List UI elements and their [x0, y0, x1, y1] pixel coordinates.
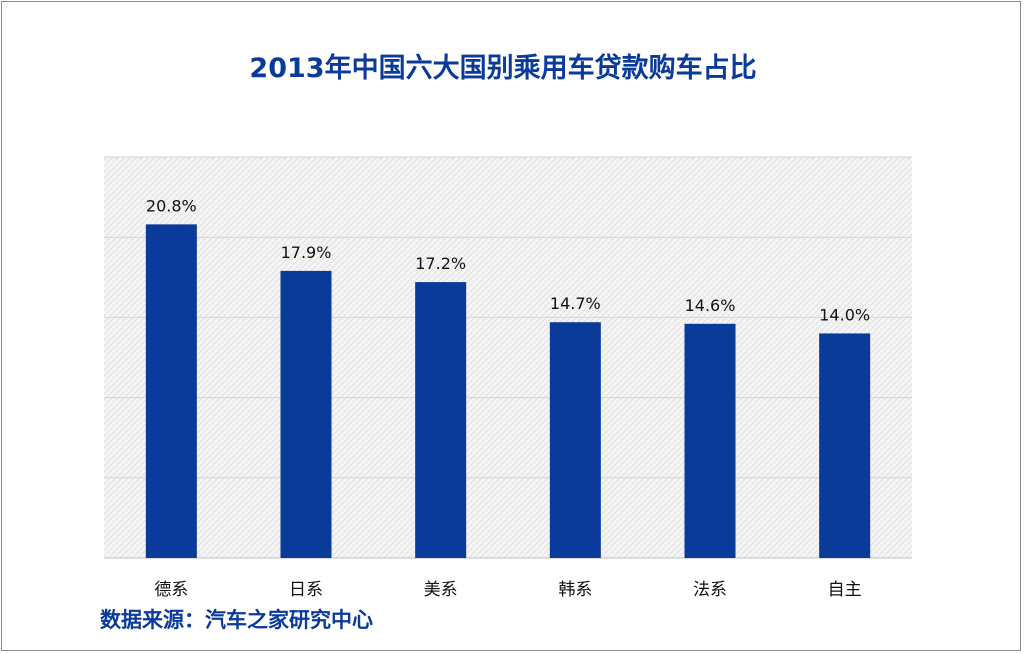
- bar-2: [415, 282, 467, 558]
- bar-1: [280, 270, 332, 558]
- bars: [145, 224, 871, 559]
- value-label-1: 17.9%: [281, 243, 332, 262]
- value-label-4: 14.6%: [685, 296, 736, 315]
- category-label-2: 美系: [424, 580, 458, 600]
- bar-5: [819, 333, 871, 558]
- value-labels: 20.8% 17.9% 17.2% 14.7% 14.6% 14.0%: [146, 196, 870, 324]
- value-label-0: 20.8%: [146, 196, 197, 215]
- value-label-3: 14.7%: [550, 294, 601, 313]
- chart-title: 2013年中国六大国别乘用车贷款购车占比: [249, 53, 757, 84]
- bar-3: [549, 322, 601, 558]
- plot-area: [104, 157, 912, 558]
- category-labels: 德系 日系 美系 韩系 法系 自主: [154, 580, 861, 600]
- category-label-5: 自主: [828, 580, 862, 600]
- category-label-0: 德系: [154, 580, 188, 600]
- category-label-3: 韩系: [558, 580, 592, 600]
- value-label-2: 17.2%: [415, 254, 466, 273]
- data-source: 数据来源：汽车之家研究中心: [100, 608, 373, 632]
- bar-0: [145, 224, 197, 559]
- bar-4: [684, 323, 736, 558]
- gridlines: [104, 156, 912, 559]
- value-label-5: 14.0%: [819, 305, 870, 324]
- category-label-4: 法系: [693, 580, 727, 600]
- category-label-1: 日系: [289, 580, 323, 600]
